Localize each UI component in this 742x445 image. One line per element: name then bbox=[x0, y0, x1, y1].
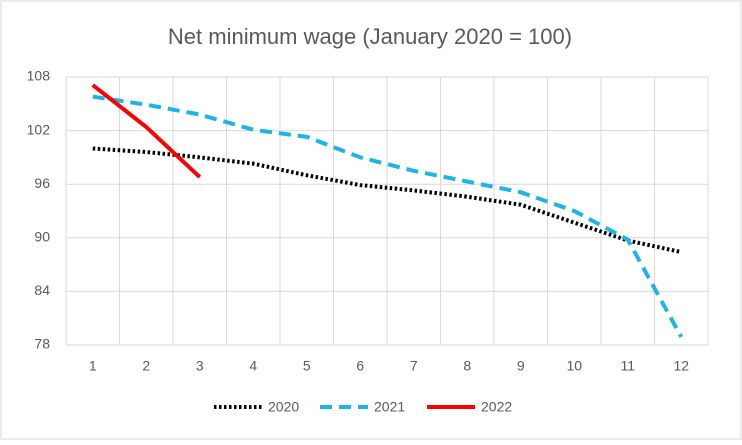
x-tick-label: 1 bbox=[89, 358, 97, 374]
legend-label: 2020 bbox=[268, 399, 299, 415]
y-tick-label: 96 bbox=[34, 175, 50, 191]
chart-title: Net minimum wage (January 2020 = 100) bbox=[168, 24, 572, 49]
x-tick-label: 11 bbox=[620, 358, 635, 374]
y-tick-label: 84 bbox=[34, 282, 50, 298]
x-tick-label: 4 bbox=[249, 358, 257, 374]
x-tick-label: 3 bbox=[196, 358, 204, 374]
legend-label: 2021 bbox=[374, 399, 405, 415]
x-tick-label: 10 bbox=[566, 358, 582, 374]
x-tick-label: 9 bbox=[517, 358, 525, 374]
x-tick-label: 8 bbox=[463, 358, 471, 374]
x-tick-label: 12 bbox=[673, 358, 689, 374]
y-tick-label: 102 bbox=[27, 121, 51, 137]
y-tick-label: 90 bbox=[34, 229, 50, 245]
series-line bbox=[92, 146, 682, 255]
legend-label: 2022 bbox=[481, 399, 512, 415]
y-tick-label: 108 bbox=[27, 68, 51, 84]
x-tick-label: 2 bbox=[142, 358, 150, 374]
x-tick-label: 5 bbox=[303, 358, 311, 374]
series-line bbox=[91, 83, 202, 179]
y-tick-label: 78 bbox=[34, 336, 50, 352]
x-tick-label: 6 bbox=[356, 358, 364, 374]
series-line bbox=[92, 94, 684, 338]
x-tick-label: 7 bbox=[410, 358, 418, 374]
